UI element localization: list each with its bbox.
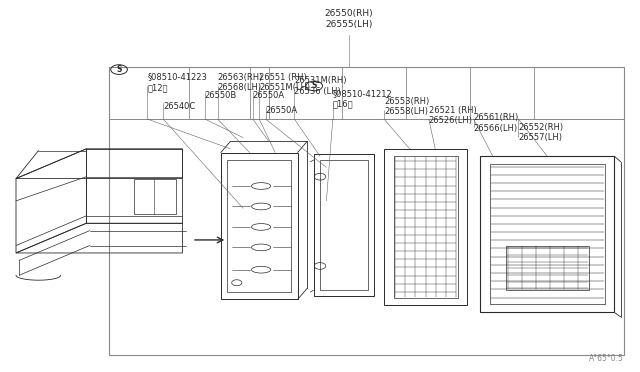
Text: A°65°0.5: A°65°0.5 (589, 354, 624, 363)
Text: 26531M(RH)
26536 (LH): 26531M(RH) 26536 (LH) (294, 76, 347, 96)
Text: 26552(RH)
26557(LH): 26552(RH) 26557(LH) (518, 123, 564, 142)
Text: §08510-41223
、12】: §08510-41223 、12】 (147, 73, 207, 92)
Text: 26550A: 26550A (266, 106, 298, 115)
Text: 26561(RH)
26566(LH): 26561(RH) 26566(LH) (474, 113, 519, 133)
Text: S: S (312, 81, 317, 90)
Text: S: S (116, 65, 122, 74)
Text: 26551 (RH)
26551M(LH): 26551 (RH) 26551M(LH) (259, 73, 310, 92)
Text: 26550(RH)
26555(LH): 26550(RH) 26555(LH) (324, 9, 373, 29)
Text: 26521 (RH)
26526(LH): 26521 (RH) 26526(LH) (429, 106, 477, 125)
Text: 26563(RH)
26568(LH): 26563(RH) 26568(LH) (218, 73, 263, 92)
Text: §08510-41212
、16】: §08510-41212 、16】 (333, 89, 392, 109)
Text: 26540C: 26540C (163, 102, 195, 111)
Text: 26550A: 26550A (253, 91, 285, 100)
Bar (109, 67, 624, 355)
Text: 26553(RH)
26558(LH): 26553(RH) 26558(LH) (384, 97, 429, 116)
Text: 26550B: 26550B (205, 91, 237, 100)
